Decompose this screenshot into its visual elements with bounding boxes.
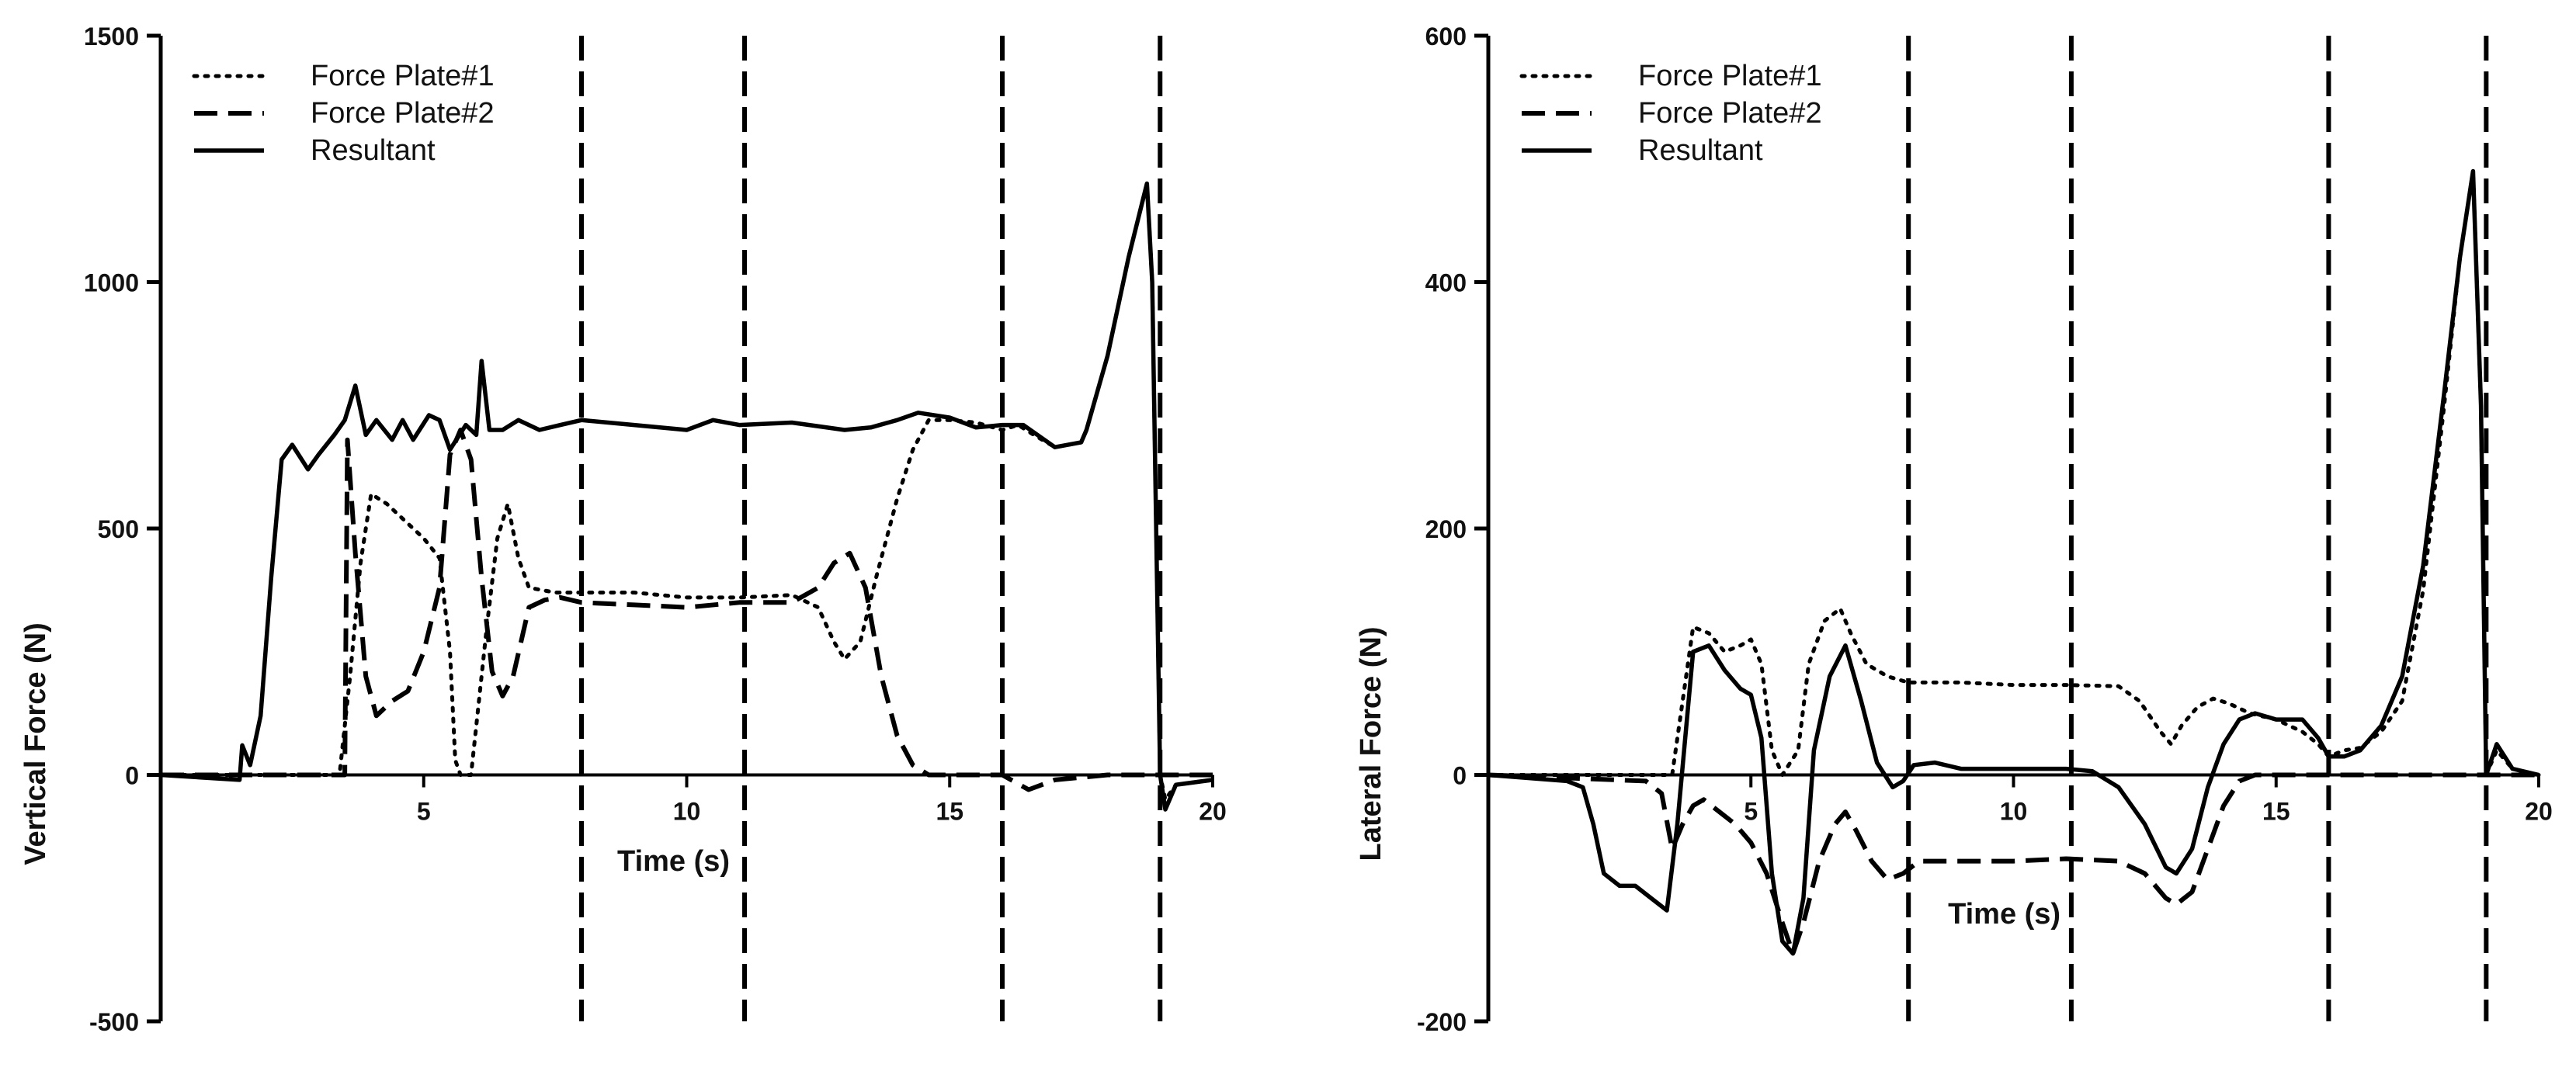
legend-label: Force Plate#2 bbox=[311, 97, 495, 130]
x-tick-label: 20 bbox=[1199, 798, 1227, 826]
legend-label: Resultant bbox=[311, 134, 436, 167]
y-tick-label: -200 bbox=[1417, 1008, 1467, 1036]
x-tick-label: 10 bbox=[673, 798, 701, 826]
legend-label: Force Plate#1 bbox=[1638, 60, 1822, 92]
y-tick-label: 500 bbox=[98, 515, 139, 543]
x-tick-label: 10 bbox=[2000, 798, 2028, 826]
lateral-force-chart: -200 0 200 400 600 5 10 15 20 Force Plate#1 Force … bbox=[1355, 23, 2553, 1036]
y-tick-label: 600 bbox=[1425, 23, 1467, 50]
series-line-dashed bbox=[1488, 772, 2539, 956]
vertical-force-chart: -500 0 500 1000 1500 5 10 15 20 Force Plate#1 Forc… bbox=[19, 23, 1227, 1036]
y-tick-label: 0 bbox=[1453, 762, 1467, 790]
y-tick-label: 400 bbox=[1425, 269, 1467, 297]
legend-label: Force Plate#2 bbox=[1638, 97, 1822, 130]
y-axis-title: Vertical Force (N) bbox=[19, 622, 52, 865]
y-tick-label: 0 bbox=[125, 762, 139, 790]
x-tick-label: 15 bbox=[936, 798, 963, 826]
x-tick-label: 5 bbox=[417, 798, 431, 826]
y-tick-label: 1500 bbox=[84, 23, 139, 50]
series-line-dotted bbox=[1486, 169, 2541, 777]
y-tick-label: 200 bbox=[1425, 515, 1467, 543]
series-line-dashed bbox=[161, 428, 1213, 792]
series-line-solid bbox=[160, 181, 1213, 812]
legend-label: Force Plate#1 bbox=[311, 60, 495, 92]
x-tick-label: 5 bbox=[1744, 798, 1758, 826]
series-line-solid bbox=[1488, 168, 2540, 956]
series-line-dotted bbox=[158, 182, 1215, 802]
legend-label: Resultant bbox=[1638, 134, 1763, 167]
x-tick-label: 20 bbox=[2525, 798, 2553, 826]
x-tick-label: 15 bbox=[2262, 798, 2290, 826]
y-axis-title: Lateral Force (N) bbox=[1355, 627, 1387, 861]
x-axis-title: Time (s) bbox=[617, 845, 730, 878]
y-tick-label: 1000 bbox=[84, 269, 139, 297]
y-tick-label: -500 bbox=[89, 1008, 139, 1036]
x-axis-title: Time (s) bbox=[1948, 898, 2060, 931]
